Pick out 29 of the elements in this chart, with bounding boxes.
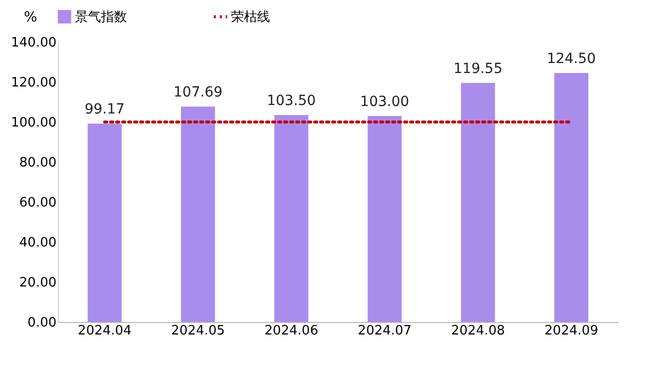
x-tick-label: 2024.05 bbox=[171, 324, 225, 338]
bar bbox=[181, 106, 215, 322]
legend-label: 荣枯线 bbox=[231, 10, 270, 25]
y-tick-label: 0.00 bbox=[28, 316, 56, 330]
bar bbox=[274, 115, 308, 322]
bar bbox=[554, 73, 588, 322]
bar bbox=[88, 124, 122, 322]
y-axis-title: % bbox=[24, 10, 38, 26]
bar bbox=[461, 82, 495, 322]
y-tick-label: 80.00 bbox=[19, 156, 56, 170]
y-tick-label: 40.00 bbox=[19, 236, 56, 250]
data-label: 119.55 bbox=[454, 60, 502, 77]
y-tick-label: 60.00 bbox=[19, 196, 56, 210]
data-label: 124.50 bbox=[546, 51, 596, 67]
data-label: 99.17 bbox=[84, 102, 125, 118]
x-tick-label: 2024.08 bbox=[451, 324, 505, 338]
y-tick-label: 120.00 bbox=[11, 76, 56, 90]
legend-label: 景气指数 bbox=[75, 10, 127, 25]
x-tick-label: 2024.07 bbox=[358, 324, 412, 338]
y-tick-label: 140.00 bbox=[11, 36, 56, 50]
x-tick-label: 2024.04 bbox=[78, 324, 132, 338]
bar bbox=[368, 116, 402, 322]
data-label: 103.50 bbox=[266, 93, 316, 109]
x-tick-label: 2024.09 bbox=[544, 324, 598, 338]
data-label: 103.00 bbox=[360, 94, 410, 110]
y-tick-label: 100.00 bbox=[11, 116, 56, 130]
y-tick-label: 20.00 bbox=[19, 276, 56, 290]
x-tick-label: 2024.06 bbox=[264, 324, 318, 338]
data-label: 107.69 bbox=[174, 84, 222, 101]
